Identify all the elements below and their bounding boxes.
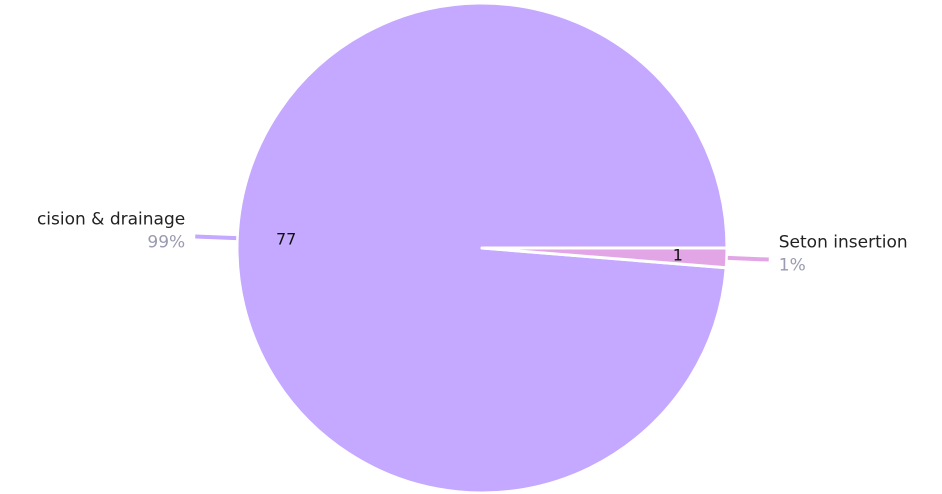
leader-line <box>195 234 237 241</box>
pie-slice <box>480 246 729 270</box>
slice-percent-label: 1% <box>779 256 806 276</box>
slice-value-label: 1 <box>673 245 683 264</box>
leader-line <box>727 255 769 262</box>
slice-name-label: cision & drainage <box>37 209 185 229</box>
slice-percent-label: 99% <box>147 232 185 252</box>
slice-name-label: Seton insertion <box>779 233 908 253</box>
slice-value-label: 77 <box>276 230 296 249</box>
